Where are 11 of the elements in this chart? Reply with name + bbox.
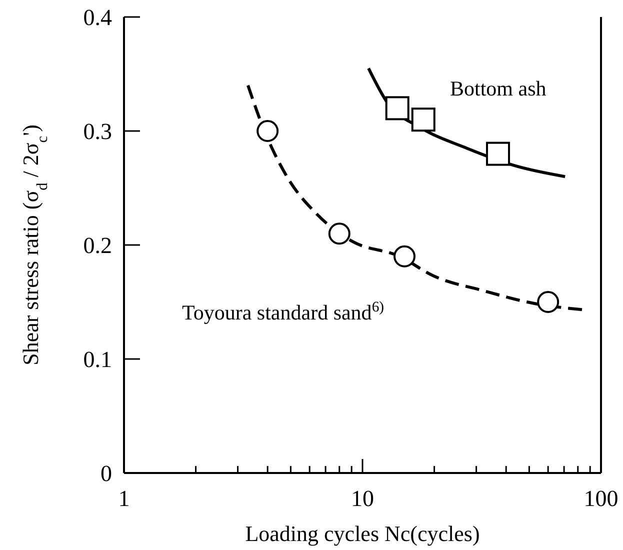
y-tick-label: 0.1	[83, 347, 112, 372]
y-tick-label: 0.3	[83, 119, 112, 144]
x-axis-title: Loading cycles Nc(cycles)	[245, 521, 480, 546]
y-tick-label: 0	[100, 461, 112, 486]
x-tick-label: 100	[584, 486, 618, 511]
y-tick-label: 0.2	[83, 233, 112, 258]
x-tick-label: 1	[118, 486, 130, 511]
annotation: Toyoura standard sand$^{6)}$	[182, 299, 384, 324]
annotation: Bottom ash	[450, 76, 547, 100]
y-tick-label: 0.4	[83, 5, 112, 30]
x-tick-label: 10	[351, 486, 374, 511]
